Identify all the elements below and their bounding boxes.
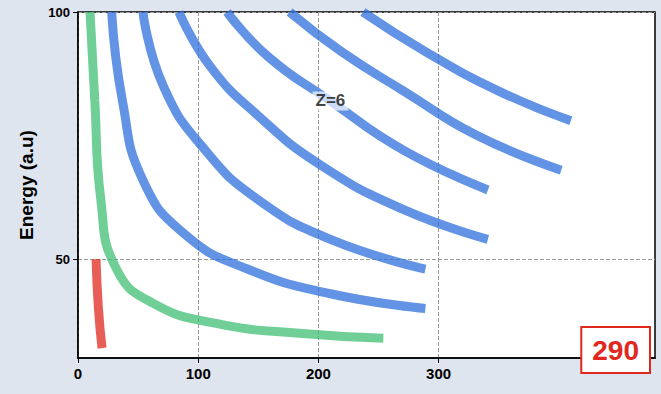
svg-text:200: 200 xyxy=(306,365,331,382)
svg-text:100: 100 xyxy=(48,5,70,20)
svg-text:100: 100 xyxy=(186,365,211,382)
svg-text:Energy (a.u): Energy (a.u) xyxy=(16,130,37,240)
svg-text:Z=6: Z=6 xyxy=(316,91,346,110)
svg-text:300: 300 xyxy=(426,365,451,382)
svg-text:0: 0 xyxy=(74,365,82,382)
svg-text:290: 290 xyxy=(592,335,639,366)
svg-text:50: 50 xyxy=(56,252,70,267)
